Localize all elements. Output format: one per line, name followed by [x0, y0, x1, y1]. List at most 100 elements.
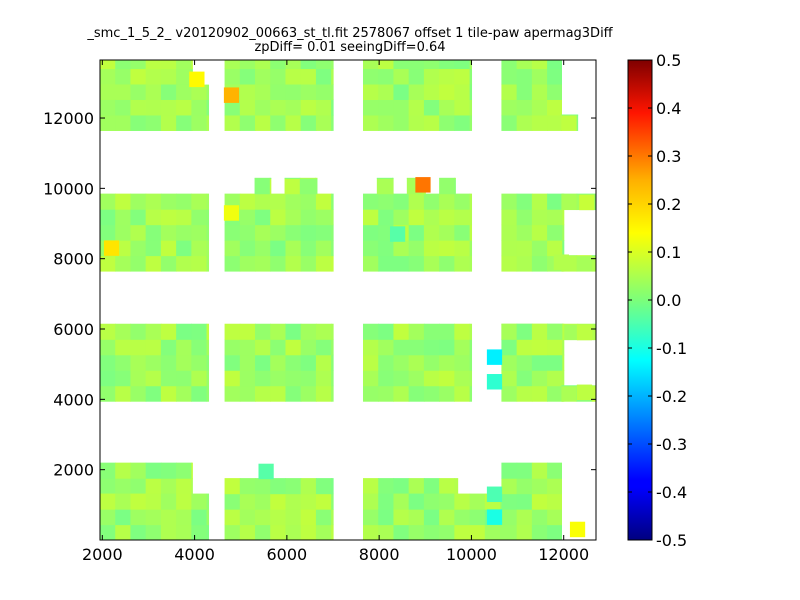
- heatmap-cell: [439, 240, 455, 257]
- cell-block: [501, 323, 565, 402]
- heatmap-cell: [516, 99, 533, 116]
- heatmap-cell: [439, 354, 455, 371]
- heatmap-cell: [160, 462, 177, 479]
- heatmap-cell: [547, 339, 563, 356]
- heatmap-cell: [393, 509, 410, 526]
- heatmap-cell: [176, 60, 192, 70]
- heatmap-cell: [191, 99, 208, 116]
- heatmap-cell: [469, 524, 486, 540]
- heatmap-cell: [378, 83, 395, 100]
- heatmap-cell: [100, 478, 116, 495]
- heatmap-cell: [100, 354, 116, 371]
- heatmap-cell: [315, 385, 332, 402]
- heatmap-cell: [423, 60, 440, 70]
- cell-block: [254, 177, 272, 195]
- heatmap-cell: [224, 354, 241, 371]
- heatmap-cell: [130, 99, 147, 116]
- heatmap-cell: [331, 323, 334, 340]
- heatmap-cell: [191, 478, 193, 495]
- heatmap-cell: [270, 193, 287, 210]
- heatmap-cell: [191, 255, 208, 272]
- heatmap-cell: [393, 60, 410, 70]
- cell-block: [362, 493, 505, 540]
- heatmap-cell: [115, 209, 132, 226]
- heatmap-cell: [501, 462, 518, 479]
- heatmap-cell: [270, 114, 287, 131]
- heatmap-cell: [331, 493, 334, 510]
- heatmap-cell: [423, 99, 440, 116]
- heatmap-cell: [561, 114, 578, 131]
- heatmap-cell: [315, 83, 332, 100]
- heatmap-cell: [331, 68, 334, 85]
- heatmap-cell: [423, 339, 440, 356]
- heatmap-cell: [130, 68, 147, 85]
- heatmap-cell: [362, 339, 379, 356]
- heatmap-cell: [561, 193, 578, 195]
- heatmap-cell-highlight: [223, 205, 240, 221]
- heatmap-cell: [454, 385, 471, 402]
- heatmap-cell: [269, 178, 272, 195]
- heatmap-cell: [454, 524, 471, 540]
- heatmap-cell: [176, 462, 192, 479]
- heatmap-cell: [191, 370, 208, 387]
- heatmap-cell: [454, 68, 471, 85]
- heatmap-cell: [300, 493, 317, 510]
- heatmap-cell-highlight: [258, 463, 274, 480]
- heatmap-cell: [439, 99, 455, 116]
- heatmap-cell: [501, 255, 518, 272]
- colorbar-tick-label: 0.2: [656, 195, 681, 214]
- heatmap-cell: [439, 224, 455, 241]
- cell-block: [561, 114, 579, 131]
- heatmap-cell: [300, 240, 317, 257]
- heatmap-cell: [408, 385, 425, 402]
- heatmap-cell: [362, 193, 379, 210]
- heatmap-cell: [100, 84, 116, 100]
- heatmap-cell: [393, 255, 410, 272]
- heatmap-cell-highlight: [579, 194, 595, 211]
- heatmap-cell: [100, 493, 116, 510]
- colorbar-tick-label: -0.1: [656, 339, 687, 358]
- heatmap-cell: [469, 339, 473, 356]
- heatmap-cell: [145, 462, 162, 479]
- heatmap-cell: [130, 323, 147, 340]
- heatmap-cell: [270, 524, 287, 540]
- heatmap-cell: [547, 370, 563, 387]
- heatmap-cell: [501, 68, 518, 85]
- heatmap-cell: [145, 84, 162, 100]
- heatmap-cell: [454, 370, 471, 387]
- heatmap-cell: [206, 209, 210, 226]
- heatmap-cell: [160, 385, 177, 402]
- heatmap-cell: [130, 114, 147, 131]
- heatmap-cell: [285, 354, 302, 371]
- heatmap-cell: [285, 509, 302, 526]
- heatmap-cell: [331, 509, 334, 526]
- heatmap-cell: [100, 370, 116, 387]
- heatmap-cell: [239, 68, 256, 85]
- heatmap-cell: [239, 255, 256, 272]
- heatmap-cell: [393, 323, 410, 340]
- heatmap-cell: [299, 177, 316, 179]
- cell-block: [362, 193, 473, 272]
- heatmap-cell: [315, 60, 332, 70]
- heatmap-cell: [300, 60, 317, 70]
- heatmap-cell: [255, 493, 271, 510]
- heatmap-cell: [285, 224, 302, 241]
- heatmap-cell: [469, 323, 473, 340]
- heatmap-cell: [130, 493, 147, 510]
- cell-block: [501, 193, 565, 272]
- heatmap-cell: [100, 114, 116, 131]
- y-tick-label: 8000: [53, 250, 94, 269]
- heatmap-cell: [439, 83, 455, 100]
- heatmap-cell: [115, 385, 132, 402]
- heatmap-cell: [160, 99, 177, 116]
- heatmap-cell: [393, 493, 410, 510]
- heatmap-cell: [362, 524, 379, 540]
- heatmap-cell: [469, 255, 473, 272]
- heatmap-cell: [591, 255, 596, 272]
- heatmap-cell: [408, 509, 425, 526]
- heatmap-cell: [547, 354, 563, 371]
- heatmap-cell: [176, 493, 192, 510]
- heatmap-cell: [115, 240, 132, 257]
- heatmap-cell: [454, 178, 456, 195]
- heatmap-cell: [516, 462, 533, 479]
